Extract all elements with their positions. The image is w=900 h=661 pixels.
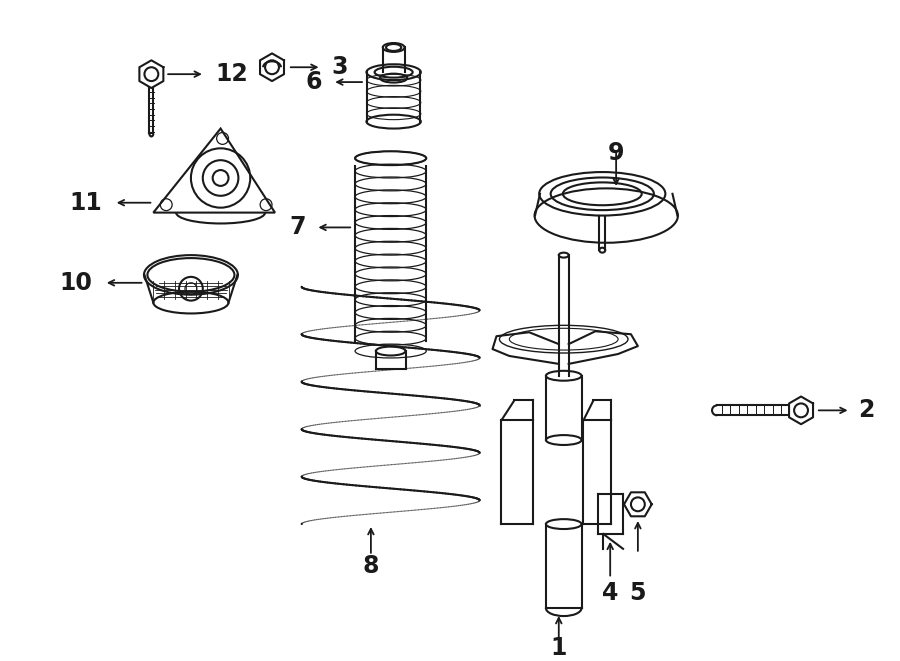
Text: 3: 3 <box>331 56 347 79</box>
Text: 7: 7 <box>289 215 306 239</box>
Text: 6: 6 <box>306 70 322 94</box>
Text: 11: 11 <box>69 191 102 215</box>
Text: 9: 9 <box>608 141 625 165</box>
Text: 5: 5 <box>630 581 646 605</box>
Text: 10: 10 <box>59 271 92 295</box>
Text: 2: 2 <box>859 399 875 422</box>
Text: 12: 12 <box>216 62 248 86</box>
Text: 1: 1 <box>551 636 567 660</box>
Text: 4: 4 <box>602 581 618 605</box>
Text: 8: 8 <box>363 554 379 578</box>
